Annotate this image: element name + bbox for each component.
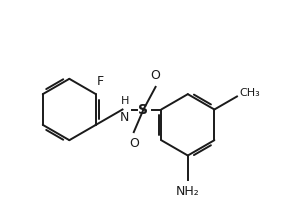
Text: O: O bbox=[151, 69, 160, 82]
Text: F: F bbox=[96, 75, 103, 88]
Text: H: H bbox=[121, 96, 129, 106]
Text: O: O bbox=[129, 137, 139, 150]
Text: S: S bbox=[139, 102, 149, 117]
Text: CH₃: CH₃ bbox=[239, 88, 260, 98]
Text: NH₂: NH₂ bbox=[176, 185, 200, 198]
Text: N: N bbox=[120, 111, 130, 124]
